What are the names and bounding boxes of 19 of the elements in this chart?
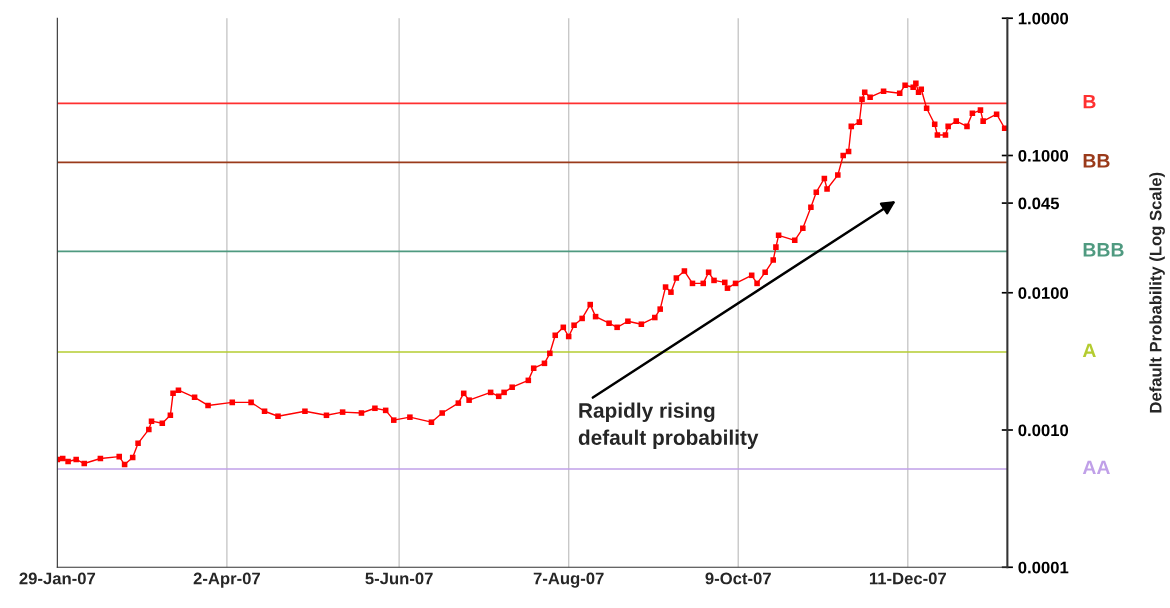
- ref-line-label: B: [1083, 94, 1096, 109]
- ref-line-label: AA: [1082, 460, 1110, 475]
- x-tick-label: 7-Aug-07: [533, 572, 604, 588]
- y-tick-label: 0.0001: [1018, 561, 1069, 574]
- y-tick-label: 0.0100: [1018, 287, 1069, 299]
- y-tick-label: 0.045: [1018, 197, 1060, 210]
- x-tick-label: 2-Apr-07: [193, 572, 260, 588]
- ref-line-label: A: [1082, 343, 1096, 358]
- y-axis-title: Default Probability (Log Scale): [1149, 172, 1165, 413]
- y-tick-label: 1.0000: [1018, 12, 1069, 25]
- annotation: Rapidly rising default probability: [578, 402, 759, 450]
- ref-line-label: BBB: [1083, 243, 1124, 257]
- x-tick-label: 5-Jun-07: [365, 572, 433, 585]
- ref-line-label: BB: [1083, 154, 1110, 168]
- y-tick-label: 0.0010: [1018, 424, 1069, 437]
- x-tick-label: 9-Oct-07: [705, 572, 771, 585]
- y-tick-label: 0.1000: [1018, 149, 1069, 162]
- x-tick-label: 11-Dec-07: [869, 572, 946, 585]
- x-tick-label: 29-Jan-07: [19, 572, 96, 585]
